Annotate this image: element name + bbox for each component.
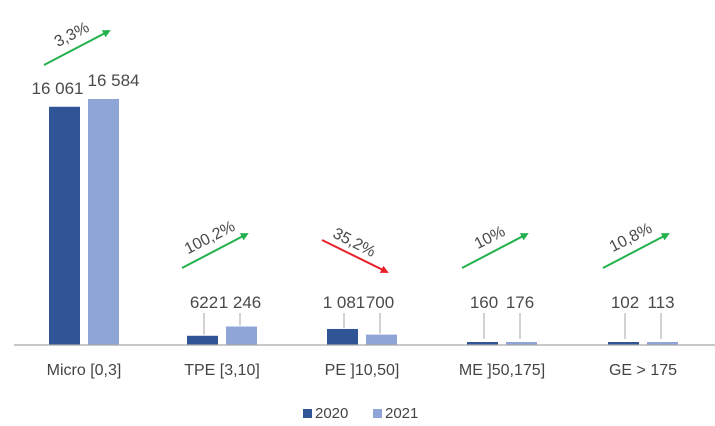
bar-2021-3 (506, 342, 537, 345)
legend-swatch-2020 (303, 409, 312, 418)
bars-layer (49, 99, 678, 345)
legend-label: 2021 (385, 405, 418, 422)
legend: 2020 2021 (303, 405, 418, 422)
bar-2020-2 (327, 328, 358, 345)
change-label: 10,8% (607, 220, 655, 256)
increase-arrow-icon (461, 233, 529, 269)
change-label: 100,2% (182, 218, 238, 258)
labels-layer: 16 061 16 584 Micro [0,3] 3,3% 622 1 246 TPE [… (32, 19, 678, 379)
category-label: ME ]50,175] (459, 362, 545, 379)
category-label: PE ]10,50] (325, 362, 400, 379)
decrease-arrow-icon (321, 239, 389, 273)
change-label: 3,3% (52, 19, 92, 51)
value-label: 102 (611, 293, 639, 312)
value-label: 1 246 (219, 293, 262, 312)
bar-2020-1 (187, 335, 218, 345)
value-label: 160 (470, 293, 498, 312)
value-label: 113 (647, 293, 674, 312)
bar-2021-1 (226, 326, 257, 345)
value-label: 16 061 (32, 79, 84, 98)
value-label: 16 584 (88, 71, 140, 90)
bar-2021-2 (366, 334, 397, 345)
value-label: 1 081 (323, 293, 366, 312)
bar-2020-4 (608, 342, 639, 345)
bar-2021-4 (647, 342, 678, 345)
value-label: 622 (190, 293, 218, 312)
legend-swatch-2021 (373, 409, 382, 418)
value-label: 700 (366, 293, 394, 312)
legend-label: 2020 (315, 405, 348, 422)
change-label: 10% (472, 223, 508, 253)
category-label: GE > 175 (609, 362, 677, 379)
bar-2020-3 (467, 342, 498, 345)
category-label: Micro [0,3] (47, 362, 122, 379)
category-label: TPE [3,10] (184, 362, 260, 379)
increase-arrow-icon (181, 233, 249, 269)
value-label: 176 (506, 293, 534, 312)
increase-arrow-icon (43, 30, 111, 66)
bar-2020-0 (49, 106, 80, 345)
bar-2021-0 (88, 99, 119, 345)
increase-arrow-icon (602, 233, 670, 269)
